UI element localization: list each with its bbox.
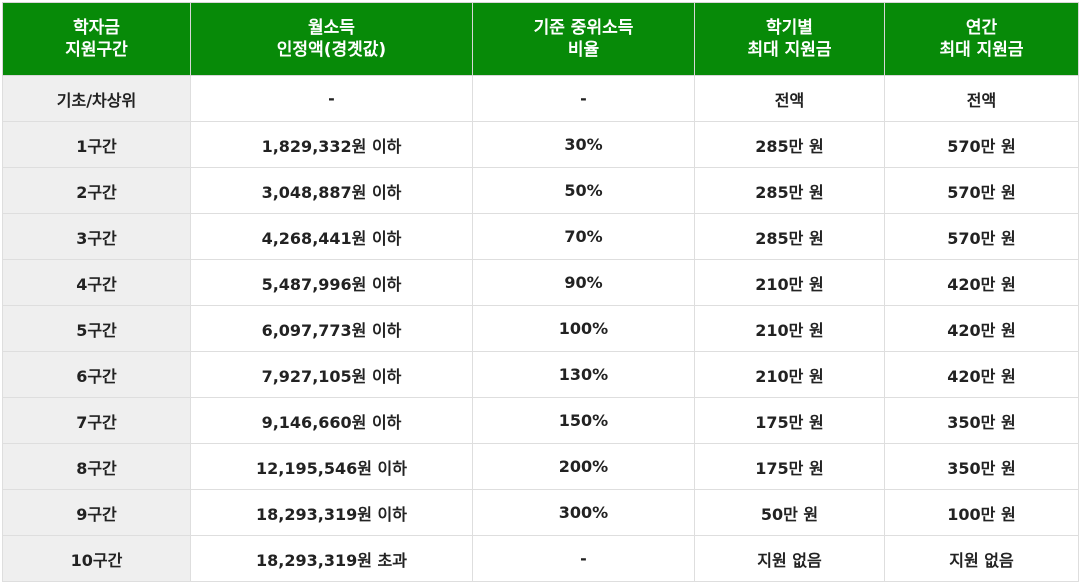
cell-ratio: 70% bbox=[472, 213, 695, 260]
header-line: 인정액(경곗값) bbox=[276, 40, 387, 60]
cell-ratio: 130% bbox=[472, 351, 695, 398]
cell-semester-max: 지원 없음 bbox=[694, 535, 885, 582]
cell-bracket: 1구간 bbox=[2, 121, 191, 168]
table-row: 7구간 9,146,660원 이하 150% 175만 원 350만 원 bbox=[2, 397, 1079, 444]
header-line: 학자금 bbox=[73, 18, 120, 38]
table-row: 8구간 12,195,546원 이하 200% 175만 원 350만 원 bbox=[2, 443, 1079, 490]
table-row: 4구간 5,487,996원 이하 90% 210만 원 420만 원 bbox=[2, 259, 1079, 306]
header-line: 연간 bbox=[965, 18, 998, 38]
table-row: 5구간 6,097,773원 이하 100% 210만 원 420만 원 bbox=[2, 305, 1079, 352]
cell-monthly-income: 4,268,441원 이하 bbox=[190, 213, 473, 260]
cell-annual-max: 전액 bbox=[884, 75, 1079, 122]
header-annual-max: 연간 최대 지원금 bbox=[884, 2, 1079, 76]
table-header: 학자금 지원구간 월소득 인정액(경곗값) 기준 중위소득 비율 학기별 최대 … bbox=[2, 2, 1079, 76]
cell-bracket: 5구간 bbox=[2, 305, 191, 352]
cell-ratio: 200% bbox=[472, 443, 695, 490]
cell-semester-max: 285만 원 bbox=[694, 121, 885, 168]
table-row: 3구간 4,268,441원 이하 70% 285만 원 570만 원 bbox=[2, 213, 1079, 260]
header-line: 기준 중위소득 bbox=[533, 18, 634, 38]
cell-semester-max: 전액 bbox=[694, 75, 885, 122]
header-median-income-ratio: 기준 중위소득 비율 bbox=[472, 2, 695, 76]
cell-ratio: 100% bbox=[472, 305, 695, 352]
header-line: 지원구간 bbox=[65, 40, 128, 60]
cell-bracket: 6구간 bbox=[2, 351, 191, 398]
cell-monthly-income: 3,048,887원 이하 bbox=[190, 167, 473, 214]
cell-bracket: 7구간 bbox=[2, 397, 191, 444]
cell-semester-max: 175만 원 bbox=[694, 397, 885, 444]
cell-annual-max: 420만 원 bbox=[884, 259, 1079, 306]
header-line: 최대 지원금 bbox=[939, 40, 1024, 60]
cell-bracket: 3구간 bbox=[2, 213, 191, 260]
cell-monthly-income: 6,097,773원 이하 bbox=[190, 305, 473, 352]
cell-bracket: 기초/차상위 bbox=[2, 75, 191, 122]
cell-monthly-income: 12,195,546원 이하 bbox=[190, 443, 473, 490]
cell-bracket: 10구간 bbox=[2, 535, 191, 582]
cell-semester-max: 210만 원 bbox=[694, 305, 885, 352]
cell-ratio: 50% bbox=[472, 167, 695, 214]
cell-annual-max: 350만 원 bbox=[884, 397, 1079, 444]
cell-annual-max: 350만 원 bbox=[884, 443, 1079, 490]
header-line: 학기별 bbox=[766, 18, 813, 38]
cell-semester-max: 50만 원 bbox=[694, 489, 885, 536]
header-monthly-income: 월소득 인정액(경곗값) bbox=[190, 2, 473, 76]
cell-semester-max: 175만 원 bbox=[694, 443, 885, 490]
table-body: 기초/차상위 - - 전액 전액 1구간 1,829,332원 이하 30% 285만 원 570… bbox=[2, 75, 1079, 582]
cell-annual-max: 570만 원 bbox=[884, 121, 1079, 168]
header-line: 최대 지원금 bbox=[747, 40, 832, 60]
table-row: 기초/차상위 - - 전액 전액 bbox=[2, 75, 1079, 122]
cell-ratio: 30% bbox=[472, 121, 695, 168]
cell-annual-max: 420만 원 bbox=[884, 351, 1079, 398]
cell-monthly-income: 1,829,332원 이하 bbox=[190, 121, 473, 168]
cell-semester-max: 210만 원 bbox=[694, 259, 885, 306]
table-row: 10구간 18,293,319원 초과 - 지원 없음 지원 없음 bbox=[2, 535, 1079, 582]
cell-ratio: 300% bbox=[472, 489, 695, 536]
table-row: 1구간 1,829,332원 이하 30% 285만 원 570만 원 bbox=[2, 121, 1079, 168]
header-semester-max: 학기별 최대 지원금 bbox=[694, 2, 885, 76]
cell-semester-max: 285만 원 bbox=[694, 213, 885, 260]
cell-annual-max: 100만 원 bbox=[884, 489, 1079, 536]
cell-annual-max: 570만 원 bbox=[884, 213, 1079, 260]
cell-semester-max: 210만 원 bbox=[694, 351, 885, 398]
table-row: 6구간 7,927,105원 이하 130% 210만 원 420만 원 bbox=[2, 351, 1079, 398]
cell-bracket: 9구간 bbox=[2, 489, 191, 536]
cell-bracket: 2구간 bbox=[2, 167, 191, 214]
cell-bracket: 4구간 bbox=[2, 259, 191, 306]
cell-annual-max: 570만 원 bbox=[884, 167, 1079, 214]
cell-annual-max: 420만 원 bbox=[884, 305, 1079, 352]
cell-annual-max: 지원 없음 bbox=[884, 535, 1079, 582]
header-row: 학자금 지원구간 월소득 인정액(경곗값) 기준 중위소득 비율 학기별 최대 … bbox=[2, 2, 1079, 76]
cell-ratio: 90% bbox=[472, 259, 695, 306]
header-line: 비율 bbox=[567, 40, 600, 60]
cell-ratio: 150% bbox=[472, 397, 695, 444]
cell-semester-max: 285만 원 bbox=[694, 167, 885, 214]
cell-monthly-income: 5,487,996원 이하 bbox=[190, 259, 473, 306]
header-line: 월소득 bbox=[308, 18, 355, 38]
cell-monthly-income: 9,146,660원 이하 bbox=[190, 397, 473, 444]
table-row: 2구간 3,048,887원 이하 50% 285만 원 570만 원 bbox=[2, 167, 1079, 214]
cell-ratio: - bbox=[472, 75, 695, 122]
cell-monthly-income: 18,293,319원 초과 bbox=[190, 535, 473, 582]
cell-bracket: 8구간 bbox=[2, 443, 191, 490]
cell-monthly-income: 7,927,105원 이하 bbox=[190, 351, 473, 398]
header-support-bracket: 학자금 지원구간 bbox=[2, 2, 191, 76]
table-row: 9구간 18,293,319원 이하 300% 50만 원 100만 원 bbox=[2, 489, 1079, 536]
cell-monthly-income: - bbox=[190, 75, 473, 122]
cell-monthly-income: 18,293,319원 이하 bbox=[190, 489, 473, 536]
cell-ratio: - bbox=[472, 535, 695, 582]
